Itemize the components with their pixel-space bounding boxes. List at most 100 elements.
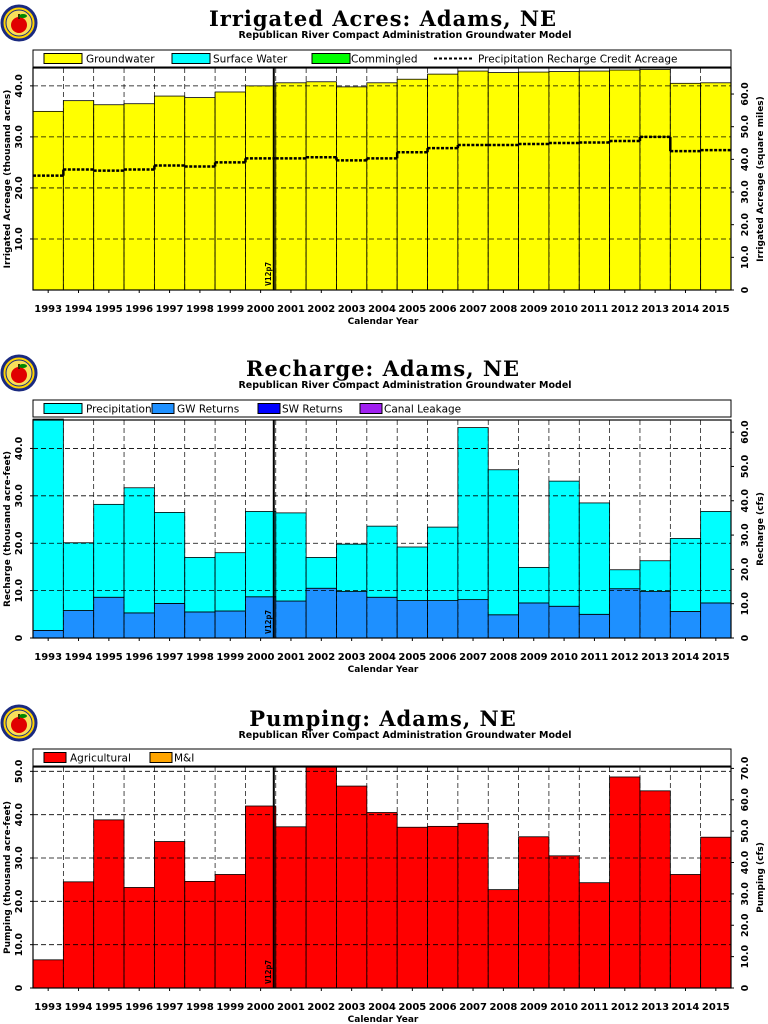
- y2-tick-label: 40.0: [740, 489, 751, 513]
- bar-precipitation-1998: [184, 557, 216, 613]
- y2-tick-label: 50.0: [740, 454, 751, 478]
- bar-agricultural-1999: [214, 874, 246, 989]
- bar-groundwater-2005: [396, 78, 428, 291]
- x-tick-label: 2012: [611, 652, 639, 663]
- bar-agricultural-2004: [366, 812, 398, 989]
- bar-groundwater-1995: [93, 104, 125, 291]
- bar-precipitation-2011: [578, 502, 611, 615]
- y2-tick-label: 20.0: [740, 213, 751, 237]
- x-tick-label: 2013: [641, 1002, 669, 1013]
- x-tick-label: 1995: [95, 304, 123, 315]
- legend-swatch: [257, 403, 281, 414]
- x-tick-label: 2014: [672, 652, 700, 663]
- bar-precipitation-2009: [518, 566, 550, 604]
- x-tick-label: 1999: [216, 652, 244, 663]
- bar-precipitation-2000: [245, 511, 277, 598]
- bar-groundwater-1999: [214, 91, 246, 291]
- legend-label: Canal Leakage: [384, 404, 461, 416]
- bar-agricultural-2003: [336, 785, 368, 989]
- x-tick-label: 1994: [65, 652, 93, 663]
- y2-tick-label: 60.0: [740, 788, 751, 812]
- bar-precipitation-2005: [396, 546, 428, 601]
- bar-agricultural-2005: [396, 826, 428, 989]
- x-tick-label: 2003: [338, 304, 366, 315]
- y2-tick-label: 0: [740, 286, 751, 293]
- x-tick-label: 2009: [520, 652, 548, 663]
- y-tick-label: 10.0: [14, 227, 25, 251]
- y2-tick-label: 50.0: [740, 115, 751, 139]
- bar-gw-returns-2015: [700, 602, 732, 639]
- x-tick-label: 1997: [156, 1002, 184, 1013]
- x-tick-label: 2009: [520, 1002, 548, 1013]
- bar-agricultural-1996: [123, 887, 155, 989]
- x-tick-label: 2006: [429, 304, 457, 315]
- bar-groundwater-2002: [305, 81, 337, 291]
- bar-gw-returns-2011: [578, 613, 611, 639]
- bar-groundwater-2007: [457, 70, 489, 291]
- bar-agricultural-2012: [609, 776, 641, 989]
- bar-gw-returns-1996: [123, 612, 155, 639]
- legend-swatch: [149, 752, 173, 763]
- bar-groundwater-1996: [123, 103, 155, 291]
- bar-groundwater-2008: [487, 72, 519, 291]
- bar-agricultural-2015: [700, 836, 732, 989]
- y-tick-label: 30.0: [14, 846, 25, 870]
- bar-precipitation-2006: [427, 526, 459, 601]
- x-tick-label: 2015: [702, 652, 730, 663]
- x-tick-label: 2011: [581, 652, 609, 663]
- y-tick-label: 40.0: [14, 803, 25, 827]
- bar-agricultural-2009: [518, 836, 550, 989]
- y2-tick-label: 60.0: [740, 420, 751, 444]
- legend-label: Surface Water: [213, 54, 288, 66]
- bar-agricultural-2010: [548, 855, 580, 989]
- bar-agricultural-1997: [153, 841, 186, 989]
- bar-agricultural-2006: [427, 825, 459, 989]
- chart-subtitle: Republican River Compact Administration …: [238, 30, 571, 41]
- x-tick-label: 2015: [702, 1002, 730, 1013]
- y2-tick-label: 30.0: [740, 523, 751, 547]
- legend-swatch: [171, 53, 211, 64]
- bar-groundwater-1997: [153, 95, 186, 291]
- y-tick-label: 40.0: [14, 74, 25, 98]
- bar-agricultural-2008: [487, 889, 519, 989]
- y2-axis-label: Irrigated Acreage (square miles): [756, 96, 766, 262]
- y-tick-label: 0: [14, 984, 25, 991]
- bar-gw-returns-2003: [336, 591, 368, 639]
- apple-logo-icon: [0, 704, 38, 742]
- bar-gw-returns-2010: [548, 605, 580, 639]
- y2-tick-label: 30.0: [740, 180, 751, 204]
- bar-agricultural-2001: [275, 826, 307, 989]
- bar-precipitation-1994: [62, 542, 95, 611]
- x-tick-label: 2003: [338, 1002, 366, 1013]
- bar-gw-returns-2006: [427, 600, 459, 639]
- y-tick-label: 0: [14, 634, 25, 641]
- x-tick-label: 2014: [672, 1002, 700, 1013]
- x-tick-label: 2006: [429, 652, 457, 663]
- bar-groundwater-2006: [427, 73, 459, 291]
- x-tick-label: 2014: [672, 304, 700, 315]
- bar-precipitation-1997: [153, 512, 186, 604]
- apple-logo-icon: [0, 4, 38, 42]
- legend-swatch: [359, 403, 383, 414]
- bar-agricultural-2007: [457, 822, 489, 989]
- x-tick-label: 1997: [156, 304, 184, 315]
- bar-gw-returns-1999: [214, 610, 246, 639]
- bar-groundwater-2001: [275, 82, 307, 291]
- chart-subtitle: Republican River Compact Administration …: [238, 380, 571, 391]
- y-tick-label: 20.0: [14, 176, 25, 200]
- bar-gw-returns-1997: [153, 603, 186, 639]
- legend-swatch: [311, 53, 351, 64]
- x-tick-label: 1999: [216, 304, 244, 315]
- bar-gw-returns-2008: [487, 614, 519, 639]
- y2-tick-label: 10.0: [740, 945, 751, 969]
- legend-label: Precipitation Recharge Credit Acreage: [478, 54, 678, 66]
- x-tick-label: 2005: [398, 304, 426, 315]
- x-tick-label: 2006: [429, 1002, 457, 1013]
- bar-precipitation-2012: [609, 569, 641, 590]
- x-tick-label: 1996: [125, 304, 153, 315]
- x-tick-label: 1997: [156, 652, 184, 663]
